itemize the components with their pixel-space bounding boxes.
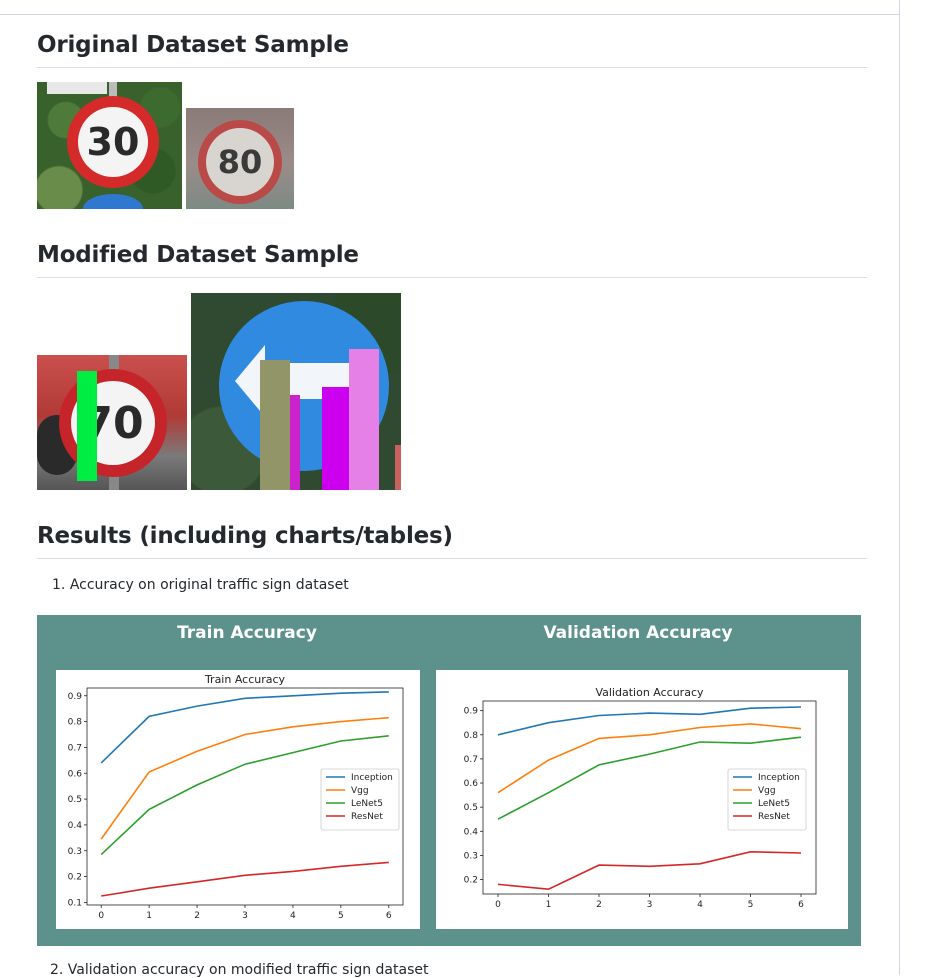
y-tick-label: 0.3 (68, 847, 82, 857)
right-divider (899, 0, 900, 975)
legend-label: ResNet (758, 812, 790, 822)
noise-bar (77, 371, 97, 481)
legend-label: ResNet (351, 812, 383, 822)
original-dataset-heading: Original Dataset Sample (37, 30, 867, 68)
sign-number-80: 80 (217, 143, 263, 181)
y-tick-label: 0.1 (68, 898, 82, 908)
y-tick-label: 0.8 (68, 718, 83, 728)
series-line-inception (497, 706, 802, 736)
speed-sign-80: 80 (206, 128, 274, 196)
legend-box (320, 768, 400, 831)
y-tick-label: 0.5 (68, 795, 82, 805)
legend-label: Inception (351, 773, 393, 783)
list-item-number: 1. (52, 577, 66, 593)
legend-label: LeNet5 (758, 799, 790, 809)
chart-legend: Inception Vgg LeNet5 ResNet (727, 768, 807, 831)
x-tick-label: 1 (546, 900, 552, 910)
y-tick-label: 0.2 (464, 876, 478, 886)
list-item-2: 2. Validation accuracy on modified traff… (50, 962, 429, 978)
x-tick-label: 4 (290, 911, 296, 921)
y-tick-label: 0.2 (68, 873, 82, 883)
x-tick-label: 3 (647, 900, 653, 910)
chart-legend: Inception Vgg LeNet5 ResNet (320, 768, 400, 831)
y-tick-label: 0.9 (464, 707, 479, 717)
y-tick-label: 0.4 (68, 821, 83, 831)
panel-title-train: Train Accuracy (177, 623, 317, 643)
x-tick-label: 2 (194, 911, 200, 921)
y-tick-label: 0.6 (464, 779, 479, 789)
legend-label: LeNet5 (351, 799, 383, 809)
x-tick-label: 6 (798, 900, 804, 910)
series-line-resnet (101, 861, 389, 897)
y-tick-label: 0.6 (68, 769, 83, 779)
original-sample-image-30: 30 (37, 82, 182, 209)
x-tick-label: 0 (98, 911, 104, 921)
legend-label: Vgg (351, 786, 369, 796)
top-divider (0, 14, 899, 15)
chart-title: Validation Accuracy (595, 686, 704, 699)
series-line-lenet5 (100, 735, 389, 856)
panel-title-validation: Validation Accuracy (543, 623, 733, 643)
legend-label: Vgg (758, 786, 776, 796)
results-heading: Results (including charts/tables) (37, 521, 867, 559)
x-tick-label: 5 (748, 900, 754, 910)
x-tick-label: 5 (338, 911, 344, 921)
series-line-vgg (497, 723, 802, 794)
modified-sample-image-arrow (191, 293, 401, 490)
y-tick-label: 0.8 (464, 731, 479, 741)
results-panel: Train Accuracy Validation Accuracy Train… (37, 615, 861, 946)
y-tick-label: 0.9 (68, 692, 83, 702)
noise-bar (290, 395, 300, 490)
train-accuracy-chart: Train Accuracy 0.1 0.2 0.3 0.4 0.5 0.6 0.7 0.8 0.… (56, 670, 420, 929)
series-line-vgg (100, 716, 389, 840)
x-tick-label: 4 (697, 900, 703, 910)
modified-sample-image-70: 70 (37, 355, 187, 490)
validation-accuracy-chart: Validation Accuracy 0.2 0.3 0.4 0.5 0.6 0.7 0.8… (436, 670, 848, 929)
legend-label: Inception (758, 773, 800, 783)
y-tick-label: 0.3 (464, 851, 478, 861)
legend-box (727, 768, 807, 831)
x-tick-label: 1 (146, 911, 152, 921)
x-tick-label: 0 (495, 900, 501, 910)
series-line-inception (100, 691, 389, 764)
x-tick-label: 2 (596, 900, 602, 910)
y-tick-label: 0.7 (464, 755, 478, 765)
y-tick-label: 0.7 (68, 743, 82, 753)
speed-sign-30: 30 (78, 107, 148, 177)
y-tick-label: 0.4 (464, 827, 479, 837)
list-item-text: Accuracy on original traffic sign datase… (69, 577, 349, 593)
sign-number-30: 30 (86, 120, 140, 164)
noise-bar (260, 360, 290, 490)
noise-bar (322, 387, 349, 490)
noise-bar (349, 349, 379, 490)
x-tick-label: 6 (386, 911, 392, 921)
noise-bar (395, 445, 401, 490)
series-line-resnet (497, 850, 802, 891)
train-accuracy-svg: Train Accuracy 0.1 0.2 0.3 0.4 0.5 0.6 0.7 0.8 0.… (68, 673, 404, 921)
validation-accuracy-svg: Validation Accuracy 0.2 0.3 0.4 0.5 0.6 0.7 0.8… (464, 686, 817, 910)
series-line-lenet5 (497, 736, 802, 820)
x-tick-label: 3 (242, 911, 248, 921)
chart-title: Train Accuracy (204, 673, 286, 686)
original-sample-image-80: 80 (186, 108, 294, 209)
list-item: 1. Accuracy on original traffic sign dat… (52, 577, 349, 593)
modified-dataset-heading: Modified Dataset Sample (37, 240, 867, 278)
y-tick-label: 0.5 (464, 803, 478, 813)
